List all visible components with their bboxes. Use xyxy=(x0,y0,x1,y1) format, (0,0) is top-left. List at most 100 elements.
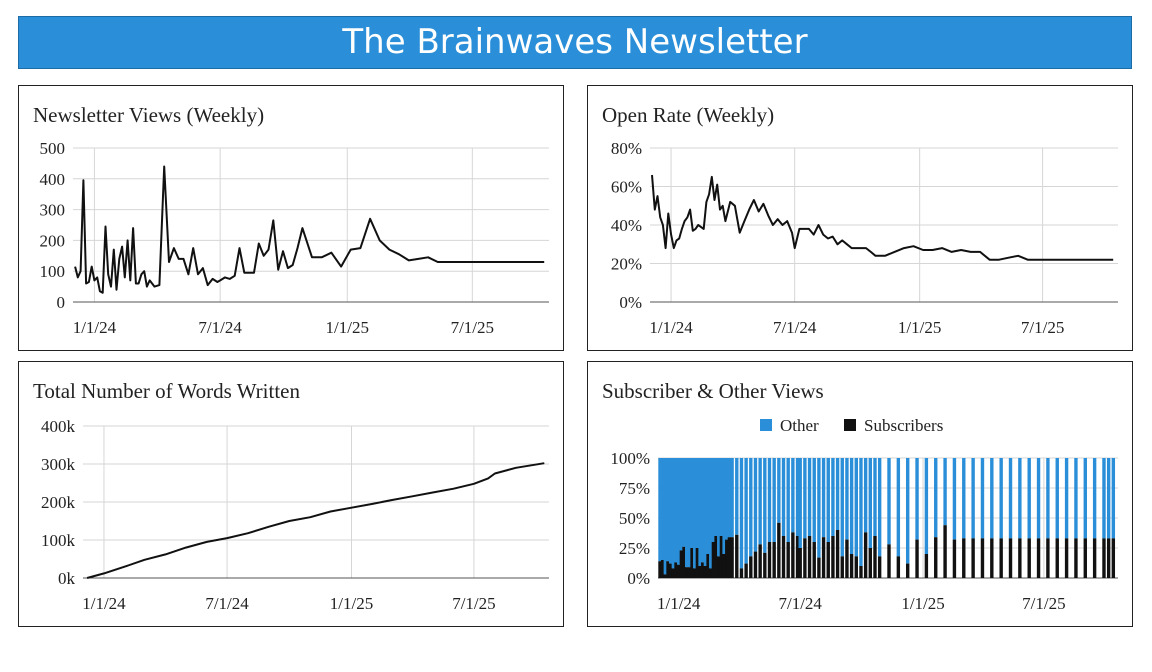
bar-other xyxy=(739,458,744,569)
y-tick-label: 50% xyxy=(619,509,650,528)
bar-subscribers xyxy=(1092,538,1097,578)
bar-subscribers xyxy=(1036,538,1041,578)
bar-subscribers xyxy=(671,568,676,578)
bar-other xyxy=(735,458,739,535)
bar-other xyxy=(660,458,665,560)
bar-subscribers xyxy=(1055,538,1059,578)
x-tick-label: 7/1/25 xyxy=(452,594,495,613)
bar-subscribers xyxy=(682,546,686,578)
y-tick-label: 300 xyxy=(40,201,66,220)
series-line xyxy=(74,165,545,294)
bar-other xyxy=(1111,458,1116,539)
bar-subscribers xyxy=(714,536,718,578)
bar-subscribers xyxy=(831,536,835,578)
bar-other xyxy=(1083,458,1087,539)
bar-other xyxy=(1008,458,1013,539)
bar-other xyxy=(877,458,882,557)
y-tick-label: 400k xyxy=(41,417,76,436)
legend-label: Other xyxy=(780,416,819,435)
x-tick-label: 1/1/24 xyxy=(657,594,701,613)
bar-other xyxy=(690,458,694,548)
bar-subscribers xyxy=(1102,538,1106,578)
bar-other xyxy=(915,458,919,540)
chart-title: Total Number of Words Written xyxy=(33,379,301,403)
bar-subscribers xyxy=(711,542,716,578)
bar-other xyxy=(859,458,863,566)
bar-other xyxy=(676,458,681,565)
bar-subscribers xyxy=(685,567,689,578)
x-tick-label: 7/1/24 xyxy=(773,318,817,337)
bar-other xyxy=(687,458,692,568)
bar-other xyxy=(1102,458,1106,539)
bar-other xyxy=(706,458,710,554)
bar-subscribers xyxy=(698,566,702,578)
y-tick-label: 20% xyxy=(611,255,642,274)
bar-subscribers xyxy=(666,561,670,578)
bar-other xyxy=(1074,458,1078,539)
words-chart-panel: Total Number of Words Written 0k 100k 200k 3… xyxy=(18,361,564,627)
bar-subscribers xyxy=(791,532,795,578)
y-tick-label: 100% xyxy=(610,449,650,468)
bar-subscribers xyxy=(943,525,947,578)
bar-subscribers xyxy=(826,542,830,578)
bar-subscribers xyxy=(845,539,849,578)
bar-other xyxy=(777,458,781,523)
bar-subscribers xyxy=(722,554,726,578)
bar-other xyxy=(1055,458,1059,539)
legend-swatch xyxy=(844,419,856,431)
bar-other xyxy=(849,458,854,554)
x-tick-label: 7/1/24 xyxy=(778,594,822,613)
bar-other xyxy=(730,458,734,538)
bar-subscribers xyxy=(668,563,673,578)
bar-other xyxy=(772,458,776,542)
bar-other xyxy=(682,458,686,547)
series-line xyxy=(86,462,545,579)
bar-subscribers xyxy=(859,566,863,578)
subscriber-chart-panel: Subscriber & Other Views 0% 25% 50% 75% 100% 1… xyxy=(587,361,1133,627)
bar-subscribers xyxy=(1046,538,1050,578)
bar-subscribers xyxy=(962,538,966,578)
bar-subscribers xyxy=(1064,538,1069,578)
y-tick-label: 60% xyxy=(611,178,642,197)
bar-subscribers xyxy=(703,566,708,578)
bar-other xyxy=(701,458,705,563)
bar-subscribers xyxy=(835,530,840,578)
bar-subscribers xyxy=(735,534,739,578)
y-tick-label: 100 xyxy=(40,262,66,281)
y-tick-label: 75% xyxy=(619,479,650,498)
bar-subscribers xyxy=(676,564,681,578)
views-chart-panel: Newsletter Views (Weekly) 0 100 200 300 400 50… xyxy=(18,85,564,351)
bar-other xyxy=(695,458,700,548)
bar-subscribers xyxy=(795,536,800,578)
bar-other xyxy=(980,458,985,539)
bar-subscribers xyxy=(777,522,781,578)
bar-subscribers xyxy=(695,548,700,578)
bar-other xyxy=(786,458,790,542)
bar-subscribers xyxy=(758,544,762,578)
bar-other xyxy=(668,458,673,564)
x-tick-label: 1/1/24 xyxy=(649,318,693,337)
bar-subscribers xyxy=(701,562,705,578)
bar-subscribers xyxy=(753,551,758,578)
x-tick-label: 1/1/24 xyxy=(73,318,117,337)
bar-subscribers xyxy=(725,539,729,578)
bar-subscribers xyxy=(905,563,910,578)
bar-subscribers xyxy=(730,537,734,578)
bar-other xyxy=(722,458,726,554)
y-tick-label: 100k xyxy=(41,531,76,550)
bar-subscribers xyxy=(952,539,957,578)
bar-subscribers xyxy=(693,568,697,578)
bar-subscribers xyxy=(980,538,985,578)
bar-subscribers xyxy=(854,556,858,578)
bar-subscribers xyxy=(1083,538,1087,578)
legend-swatch xyxy=(760,419,772,431)
bar-subscribers xyxy=(1106,538,1111,578)
y-tick-label: 0% xyxy=(619,293,642,312)
bar-subscribers xyxy=(739,568,744,578)
bar-subscribers xyxy=(744,563,748,578)
bar-other xyxy=(749,458,753,557)
bar-other xyxy=(679,458,684,551)
bar-other xyxy=(1027,458,1031,539)
bar-other xyxy=(744,458,748,564)
bar-subscribers xyxy=(781,536,786,578)
